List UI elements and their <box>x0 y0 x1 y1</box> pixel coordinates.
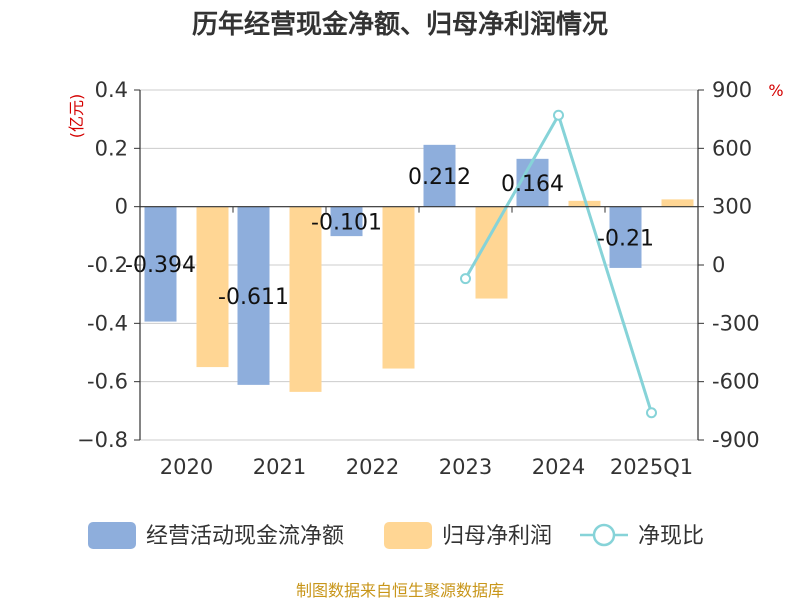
data-label: 0.164 <box>501 172 564 197</box>
legend-swatch <box>88 522 136 549</box>
x-tick-label: 2024 <box>532 455 585 479</box>
bar-cashflow <box>423 144 456 207</box>
right-axis-unit: % <box>768 81 783 100</box>
right-tick-label: 0 <box>712 253 725 277</box>
data-label: -0.611 <box>218 285 289 310</box>
x-tick-label: 2020 <box>160 455 213 479</box>
chart-title: 历年经营现金净额、归母净利润情况 <box>192 9 608 40</box>
bars <box>144 144 694 392</box>
bar-cashflow <box>516 158 549 207</box>
legend-marker <box>592 523 616 547</box>
bar-cashflow <box>237 206 270 385</box>
legend: 经营活动现金流净额 归母净利润 净现比 <box>88 522 704 549</box>
left-tick-label: −0.8 <box>77 428 128 452</box>
left-tick-label: -0.2 <box>87 253 128 277</box>
legend-label: 归母净利润 <box>442 524 552 549</box>
x-tick-label: 2021 <box>253 455 306 479</box>
bar-profit <box>382 206 415 369</box>
legend-label: 净现比 <box>638 524 704 549</box>
data-label: 0.212 <box>408 165 471 190</box>
right-tick-label: 900 <box>712 78 752 102</box>
data-label: -0.394 <box>125 253 196 278</box>
left-tick-label: 0.4 <box>95 78 128 102</box>
right-tick-label: -900 <box>712 428 760 452</box>
bar-profit <box>289 206 322 392</box>
right-tick-label: -600 <box>712 370 760 394</box>
legend-swatch <box>384 522 432 549</box>
source-note: 制图数据来自恒生聚源数据库 <box>296 581 504 600</box>
x-tick-label: 2025Q1 <box>610 455 693 479</box>
right-tick-label: 600 <box>712 136 752 160</box>
bar-profit <box>661 199 694 207</box>
x-tick-label: 2023 <box>439 455 492 479</box>
right-tick-label: -300 <box>712 311 760 335</box>
bar-cashflow <box>609 206 642 268</box>
data-label: -0.21 <box>597 226 654 251</box>
x-tick-label: 2022 <box>346 455 399 479</box>
bar-profit <box>196 206 229 368</box>
left-tick-label: -0.6 <box>87 370 128 394</box>
left-tick-label: 0.2 <box>95 136 128 160</box>
bar-profit <box>568 200 601 207</box>
axes: 0.4 0.2 0 -0.2 -0.4 -0.6 −0.8 900 600 300 0 -300 -60… <box>77 78 760 479</box>
bar-cashflow <box>144 206 177 322</box>
ratio-line <box>460 109 657 419</box>
ratio-point <box>460 273 471 285</box>
data-label: -0.101 <box>311 210 382 235</box>
left-tick-label: 0 <box>115 195 128 219</box>
ratio-point <box>553 109 564 121</box>
data-labels: -0.394 -0.611 -0.101 0.212 0.164 -0.21 <box>125 165 654 310</box>
ratio-point <box>646 407 657 419</box>
left-tick-label: -0.4 <box>87 311 128 335</box>
left-axis-unit: (亿元) <box>67 94 86 139</box>
legend-label: 经营活动现金流净额 <box>146 524 344 549</box>
right-tick-label: 300 <box>712 195 752 219</box>
bar-cashflow <box>330 206 363 237</box>
